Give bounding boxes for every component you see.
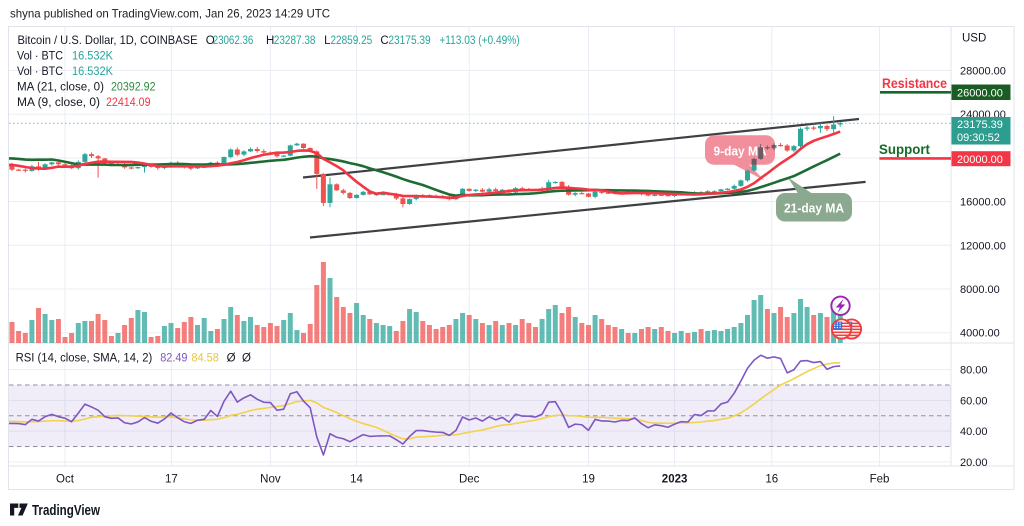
svg-text:84.58: 84.58 xyxy=(191,353,218,365)
svg-text:Ø: Ø xyxy=(242,353,251,365)
svg-text:Vol · BTC: Vol · BTC xyxy=(17,66,63,78)
svg-text:20.00: 20.00 xyxy=(960,457,988,469)
svg-text:16.532K: 16.532K xyxy=(72,66,113,78)
svg-text:14: 14 xyxy=(350,474,363,486)
svg-text:Ø: Ø xyxy=(227,353,236,365)
svg-text:60.00: 60.00 xyxy=(960,395,988,407)
svg-text:17: 17 xyxy=(165,474,178,486)
svg-text:8000.00: 8000.00 xyxy=(960,284,1000,296)
svg-text:16000.00: 16000.00 xyxy=(960,197,1006,209)
svg-text:H: H xyxy=(266,35,274,47)
svg-text:L: L xyxy=(324,35,331,47)
svg-text:09:30:52: 09:30:52 xyxy=(957,132,1000,144)
svg-text:TradingView: TradingView xyxy=(32,503,101,519)
svg-text:Vol · BTC: Vol · BTC xyxy=(17,51,63,63)
svg-text:23175.39: 23175.39 xyxy=(388,35,430,47)
svg-text:9-day MA: 9-day MA xyxy=(714,144,768,159)
svg-text:28000.00: 28000.00 xyxy=(960,66,1006,78)
svg-text:23287.38: 23287.38 xyxy=(274,35,316,47)
svg-text:O: O xyxy=(206,35,215,47)
svg-text:MA (9, close, 0): MA (9, close, 0) xyxy=(17,97,100,109)
svg-text:USD: USD xyxy=(962,33,986,45)
svg-text:22414.09: 22414.09 xyxy=(106,97,151,109)
svg-text:MA (21, close, 0): MA (21, close, 0) xyxy=(17,82,104,94)
svg-text:20392.92: 20392.92 xyxy=(111,82,156,94)
svg-text:+113.03 (+0.49%): +113.03 (+0.49%) xyxy=(439,35,519,47)
svg-text:4000.00: 4000.00 xyxy=(960,328,1000,340)
svg-text:Dec: Dec xyxy=(459,474,480,486)
svg-text:RSI (14, close, SMA, 14, 2): RSI (14, close, SMA, 14, 2) xyxy=(16,353,153,365)
svg-text:Support: Support xyxy=(879,142,930,157)
svg-text:19: 19 xyxy=(582,474,595,486)
svg-text:40.00: 40.00 xyxy=(960,426,988,438)
svg-text:82.49: 82.49 xyxy=(160,353,187,365)
svg-text:16.532K: 16.532K xyxy=(72,51,113,63)
svg-text:C: C xyxy=(380,35,388,47)
svg-text:Nov: Nov xyxy=(260,474,281,486)
svg-text:16: 16 xyxy=(765,474,778,486)
svg-text:23175.39: 23175.39 xyxy=(957,119,1003,131)
svg-text:23062.36: 23062.36 xyxy=(213,35,254,47)
svg-text:Oct: Oct xyxy=(56,474,75,486)
svg-text:80.00: 80.00 xyxy=(960,365,988,377)
svg-text:2023: 2023 xyxy=(662,474,688,486)
svg-text:Resistance: Resistance xyxy=(882,76,947,91)
svg-text:Feb: Feb xyxy=(870,474,890,486)
svg-text:21-day MA: 21-day MA xyxy=(784,201,845,216)
svg-text:26000.00: 26000.00 xyxy=(957,88,1003,100)
svg-text:12000.00: 12000.00 xyxy=(960,240,1006,252)
svg-text:Bitcoin / U.S. Dollar, 1D, COI: Bitcoin / U.S. Dollar, 1D, COINBASE xyxy=(18,33,198,47)
svg-text:shyna published on TradingView: shyna published on TradingView.com, Jan … xyxy=(10,7,330,21)
svg-text:20000.00: 20000.00 xyxy=(957,154,1003,166)
svg-text:22859.25: 22859.25 xyxy=(331,35,373,47)
